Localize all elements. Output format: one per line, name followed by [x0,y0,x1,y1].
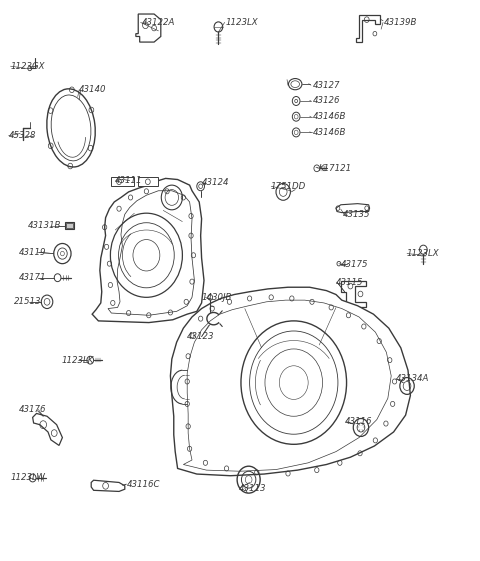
Text: 43126: 43126 [313,96,340,105]
Text: 45328: 45328 [9,131,36,140]
Text: 43111: 43111 [115,176,143,185]
Text: 1123LX: 1123LX [407,249,440,258]
Text: 21513: 21513 [14,297,42,306]
Polygon shape [33,413,62,445]
Text: 43131B: 43131B [28,221,61,230]
Polygon shape [336,204,370,213]
Bar [65,222,74,229]
Text: 1123LX: 1123LX [226,18,258,27]
Bar [66,223,73,228]
Text: 43175: 43175 [341,260,368,269]
Text: 43171: 43171 [19,273,47,282]
Polygon shape [170,287,410,476]
Text: 43122A: 43122A [142,18,175,27]
Text: 43115: 43115 [336,278,363,287]
Text: 43116: 43116 [345,417,372,426]
Text: 1751DD: 1751DD [270,182,305,191]
Text: 43124: 43124 [202,178,229,187]
Text: 1123LW: 1123LW [11,473,46,482]
Text: 1430JB: 1430JB [202,293,232,302]
Text: 1123LK: 1123LK [61,356,94,365]
Polygon shape [136,14,161,42]
Text: 1123GX: 1123GX [11,62,45,71]
Text: 43176: 43176 [19,405,47,414]
Text: 43146B: 43146B [313,112,347,121]
Text: 43113: 43113 [239,484,266,493]
Bar [111,177,134,186]
Text: 43123: 43123 [187,332,215,341]
Text: 43116C: 43116C [127,480,161,489]
Text: 43140: 43140 [79,85,107,94]
Polygon shape [356,15,380,42]
Bar [138,177,158,186]
Polygon shape [91,480,125,491]
Text: K17121: K17121 [319,164,352,173]
Polygon shape [92,178,204,323]
Text: 43127: 43127 [313,81,340,90]
Text: 43146B: 43146B [313,128,347,137]
Text: 43134A: 43134A [396,374,430,383]
Text: 43119: 43119 [19,248,47,257]
Polygon shape [341,280,366,307]
Text: 43139B: 43139B [384,18,418,27]
Text: 43135: 43135 [343,210,371,219]
